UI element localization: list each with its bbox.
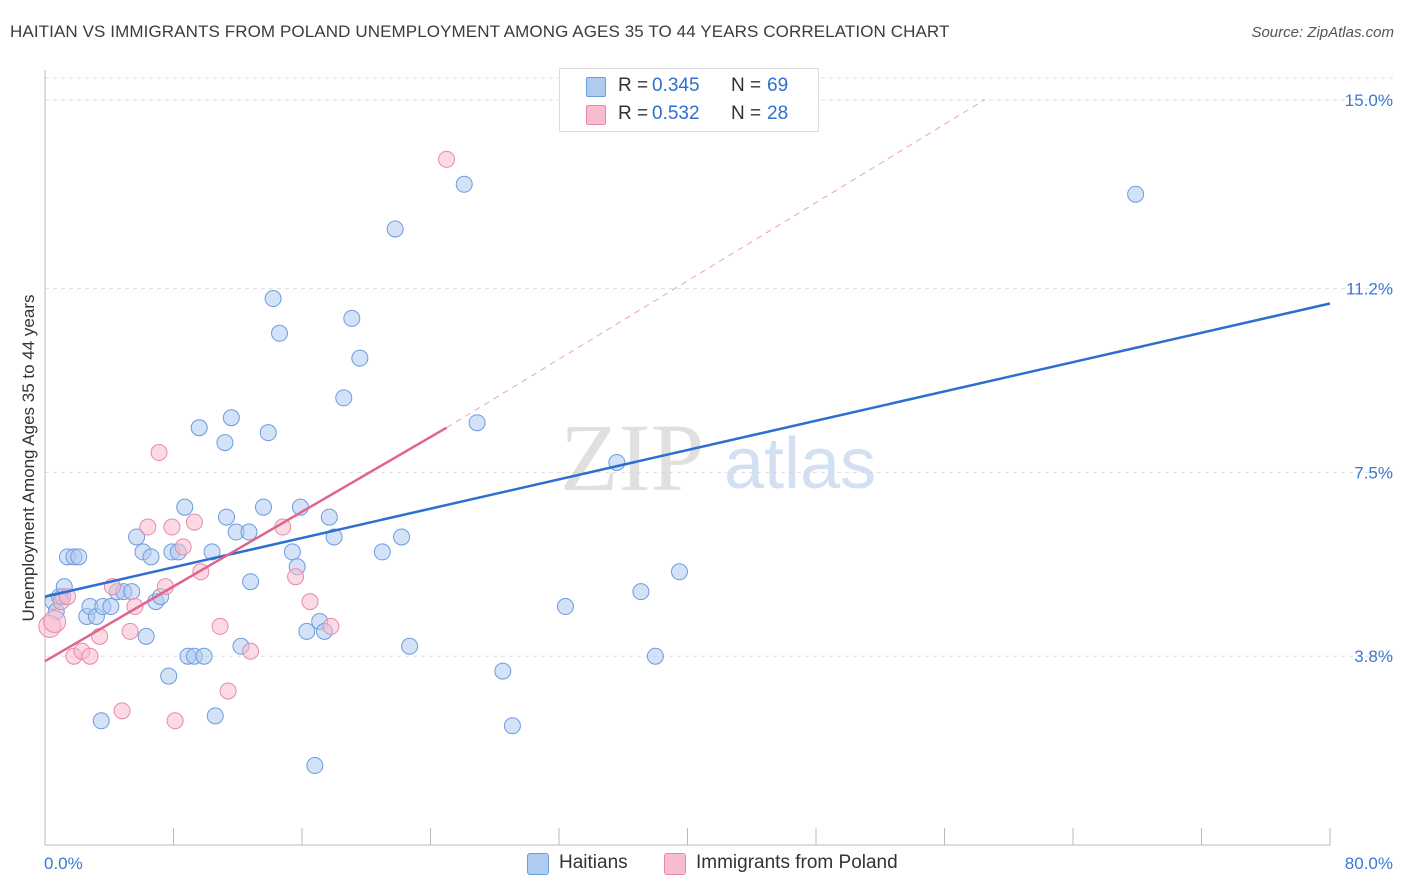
chart-title: HAITIAN VS IMMIGRANTS FROM POLAND UNEMPL… <box>10 22 950 41</box>
haitians-points <box>44 175 1145 775</box>
poland-point <box>166 712 184 730</box>
haitians-point <box>494 662 512 680</box>
haitians-r-value: 0.345 <box>652 75 700 96</box>
haitians-point <box>218 508 236 526</box>
haitians-point <box>298 622 316 640</box>
haitians-point <box>556 598 574 616</box>
poland-point <box>287 568 305 586</box>
poland-point <box>121 622 139 640</box>
haitians-point <box>320 508 338 526</box>
y-tick-label: 11.2% <box>1346 280 1393 299</box>
poland-swatch <box>586 105 606 125</box>
r-label: R = <box>618 103 649 124</box>
axes <box>44 70 1331 846</box>
poland-point <box>322 617 340 635</box>
haitians-n-value: 69 <box>767 75 789 96</box>
poland-point <box>185 513 203 531</box>
poland-n-value: 28 <box>767 103 789 124</box>
haitians-trend-line <box>44 302 1331 598</box>
y-tick-label: 7.5% <box>1354 463 1393 482</box>
y-axis-label: Unemployment Among Ages 35 to 44 years <box>19 294 38 622</box>
haitians-point <box>102 598 120 616</box>
poland-point <box>174 538 192 556</box>
haitians-point <box>325 528 343 546</box>
haitians-legend-swatch <box>527 853 549 875</box>
haitians-point <box>351 349 369 367</box>
poland-trend-extension <box>446 99 985 429</box>
trend-lines <box>44 99 1331 663</box>
poland-point <box>242 642 260 660</box>
haitians-point <box>195 647 213 665</box>
haitians-point <box>240 523 258 541</box>
haitians-point <box>271 324 289 342</box>
haitians-point <box>632 583 650 601</box>
poland-point <box>139 518 157 536</box>
haitians-point <box>142 548 160 566</box>
haitians-point <box>206 707 224 725</box>
poland-point <box>81 647 99 665</box>
x-tick-label: 80.0% <box>1345 854 1393 873</box>
haitians-point <box>386 220 404 238</box>
haitians-point <box>160 667 178 685</box>
haitians-point <box>335 389 353 407</box>
haitians-point <box>254 498 272 516</box>
n-label: N = <box>731 103 762 124</box>
gridlines <box>45 77 1395 657</box>
poland-legend-label: Immigrants from Poland <box>696 852 898 873</box>
y-tick-labels: 3.8% 7.5% 11.2% 15.0% <box>1345 91 1393 666</box>
haitians-point <box>306 757 324 775</box>
haitians-legend-label: Haitians <box>559 852 628 873</box>
haitians-point <box>176 498 194 516</box>
haitians-point <box>373 543 391 561</box>
watermark-atlas: atlas <box>724 424 876 504</box>
y-tick-label: 15.0% <box>1345 91 1393 110</box>
haitians-point <box>646 647 664 665</box>
haitians-point <box>468 414 486 432</box>
poland-point <box>43 609 67 633</box>
poland-point <box>163 518 181 536</box>
haitians-point <box>503 717 521 735</box>
haitians-point <box>283 543 301 561</box>
haitians-swatch <box>586 77 606 97</box>
haitians-point <box>222 409 240 427</box>
stats-legend: R = 0.345 N = 69 R = 0.532 N = 28 <box>559 68 819 132</box>
poland-r-value: 0.532 <box>652 103 700 124</box>
haitians-point <box>70 548 88 566</box>
haitians-point <box>123 583 141 601</box>
haitians-point <box>1127 185 1145 203</box>
haitians-point <box>128 528 146 546</box>
haitians-point <box>216 434 234 452</box>
haitians-point <box>670 563 688 581</box>
haitians-point <box>259 424 277 442</box>
poland-point <box>113 702 131 720</box>
poland-point <box>438 150 456 168</box>
watermark: ZIP atlas <box>560 404 876 511</box>
x-tick-labels: 0.0% 80.0% <box>44 854 1393 873</box>
n-label: N = <box>731 75 762 96</box>
r-label: R = <box>618 75 649 96</box>
poland-point <box>211 617 229 635</box>
x-tick-label: 0.0% <box>44 854 83 873</box>
haitians-point <box>264 290 282 308</box>
poland-point <box>301 593 319 611</box>
poland-point <box>219 682 237 700</box>
haitians-point <box>92 712 110 730</box>
poland-point <box>150 444 168 462</box>
haitians-point <box>455 175 473 193</box>
haitians-point <box>393 528 411 546</box>
watermark-zip: ZIP <box>560 404 704 511</box>
haitians-point <box>137 627 155 645</box>
poland-points <box>38 150 456 730</box>
poland-trend-line <box>44 426 448 663</box>
haitians-point <box>343 309 361 327</box>
haitians-point <box>190 419 208 437</box>
haitians-point <box>203 543 221 561</box>
haitians-point <box>242 573 260 591</box>
haitians-point <box>401 637 419 655</box>
y-tick-label: 3.8% <box>1354 647 1393 666</box>
poland-legend-swatch <box>664 853 686 875</box>
source-credit: Source: ZipAtlas.com <box>1251 24 1394 41</box>
